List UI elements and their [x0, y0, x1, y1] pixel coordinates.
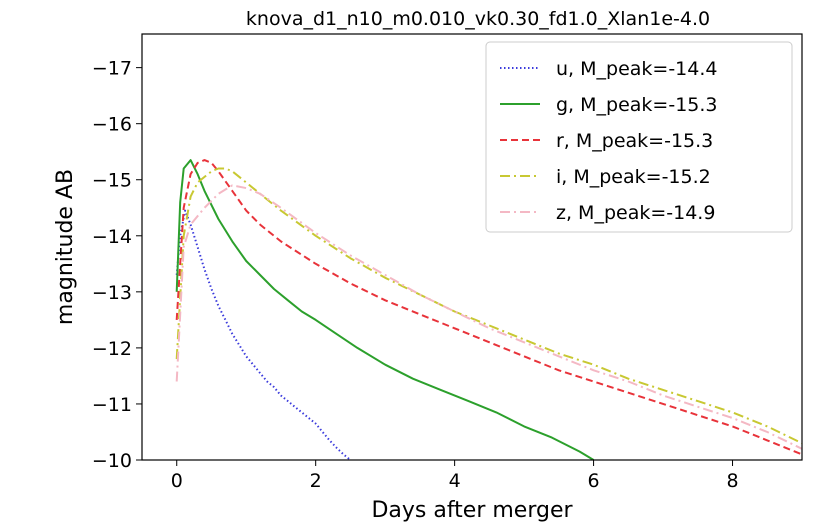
y-tick-label: −12	[92, 338, 132, 360]
legend-entry-label: i, M_peak=-15.2	[556, 166, 711, 188]
legend: u, M_peak=-14.4 g, M_peak=-15.3 r, M_peak=…	[485, 41, 793, 233]
legend-entry-label: r, M_peak=-15.3	[556, 130, 713, 152]
series-line-r	[175, 159, 802, 456]
y-tick-label: −10	[92, 450, 132, 472]
plot-lines	[175, 159, 802, 460]
chart-title: knova_d1_n10_m0.010_vk0.30_fd1.0_Xlan1e-…	[246, 8, 710, 30]
legend-entry-label: u, M_peak=-14.4	[556, 58, 718, 80]
y-tick-label: −15	[92, 170, 132, 192]
plot-frame	[141, 33, 803, 461]
series-line-z	[175, 184, 802, 450]
x-tick-label: 4	[449, 470, 461, 492]
legend-entry-label: g, M_peak=-15.3	[556, 94, 718, 116]
x-tick-label: 8	[726, 470, 738, 492]
series-line-i	[175, 167, 802, 445]
legend-box	[485, 41, 793, 233]
y-tick-label: −11	[92, 394, 132, 416]
series-line-u	[175, 209, 352, 460]
y-axis-label: magnitude AB	[53, 169, 78, 325]
series-line-g	[175, 159, 595, 460]
x-tick-label: 0	[171, 470, 183, 492]
y-tick-label: −17	[92, 58, 132, 80]
y-axis: −17 −16 −15 −14 −13 −12 −11 −10	[92, 58, 142, 472]
x-axis-label: Days after merger	[371, 498, 573, 523]
x-axis: 0 2 4 6 8	[171, 460, 739, 492]
y-tick-label: −16	[92, 114, 132, 136]
legend-entry-label: z, M_peak=-14.9	[556, 202, 715, 224]
x-tick-label: 6	[588, 470, 600, 492]
x-tick-label: 2	[310, 470, 322, 492]
y-tick-label: −13	[92, 282, 132, 304]
y-tick-label: −14	[92, 226, 132, 248]
